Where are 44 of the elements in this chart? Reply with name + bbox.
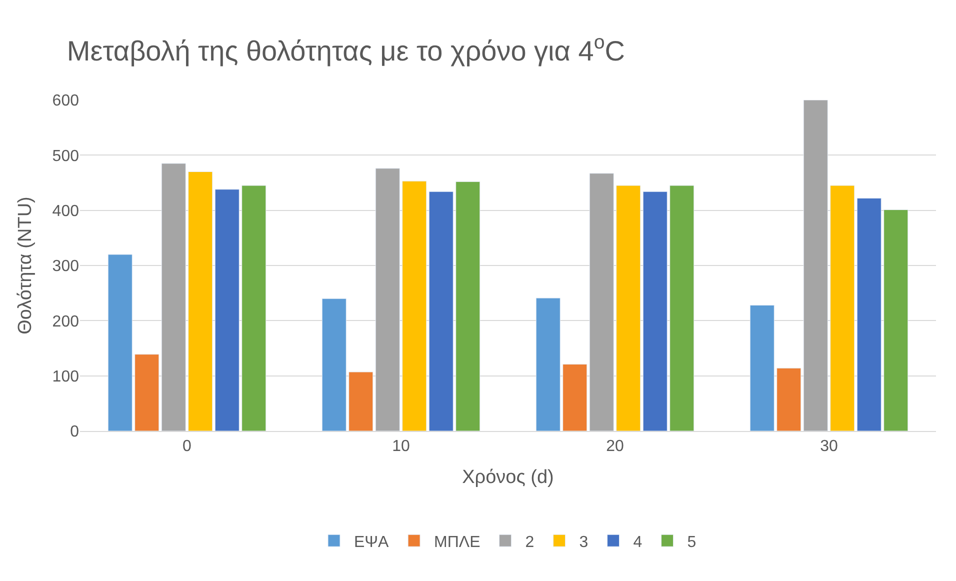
bar	[134, 354, 160, 431]
bar	[375, 168, 400, 431]
bar	[776, 368, 802, 431]
x-axis-title: Χρόνος (d)	[462, 467, 554, 488]
y-tick-label: 300	[52, 258, 80, 276]
y-tick-label: 200	[52, 313, 80, 330]
x-tick-label: 20	[606, 438, 624, 456]
bar	[616, 185, 641, 431]
y-tick-label: 100	[52, 368, 80, 386]
bar	[214, 189, 240, 431]
y-tick-label: 0	[70, 424, 80, 441]
x-tick-label: 0	[182, 438, 192, 456]
bar	[884, 210, 908, 431]
legend-label: 5	[687, 534, 696, 551]
bar	[428, 191, 454, 431]
bar	[402, 180, 427, 431]
bar	[750, 304, 774, 431]
bar	[348, 372, 374, 431]
bar	[670, 185, 694, 431]
legend-label: 4	[633, 534, 642, 551]
bar	[188, 171, 213, 431]
bar	[562, 364, 588, 431]
bar	[830, 185, 855, 431]
y-tick-label: 600	[52, 92, 80, 110]
x-tick-label: 30	[820, 438, 838, 456]
bar	[456, 181, 480, 431]
bar	[108, 254, 132, 431]
bar	[856, 198, 882, 431]
legend-label: 3	[579, 534, 588, 551]
y-tick-label: 400	[52, 202, 80, 220]
bar	[589, 173, 614, 431]
legend-label: 2	[525, 534, 534, 551]
bar	[242, 185, 266, 431]
bar	[322, 298, 346, 431]
legend-label: ΕΨΑ	[354, 534, 390, 551]
bar	[642, 191, 668, 431]
y-tick-label: 500	[52, 148, 80, 165]
bar	[803, 100, 828, 431]
bar	[536, 298, 560, 431]
y-axis-title: Θολότητα (NTU)	[15, 196, 36, 334]
legend-label: ΜΠΛΕ	[434, 534, 480, 551]
x-tick-label: 10	[392, 438, 410, 456]
bar	[161, 163, 186, 431]
chart-title: Μεταβολή της θολότητας με το χρόνο για 4$^{o}$C	[66, 32, 625, 66]
